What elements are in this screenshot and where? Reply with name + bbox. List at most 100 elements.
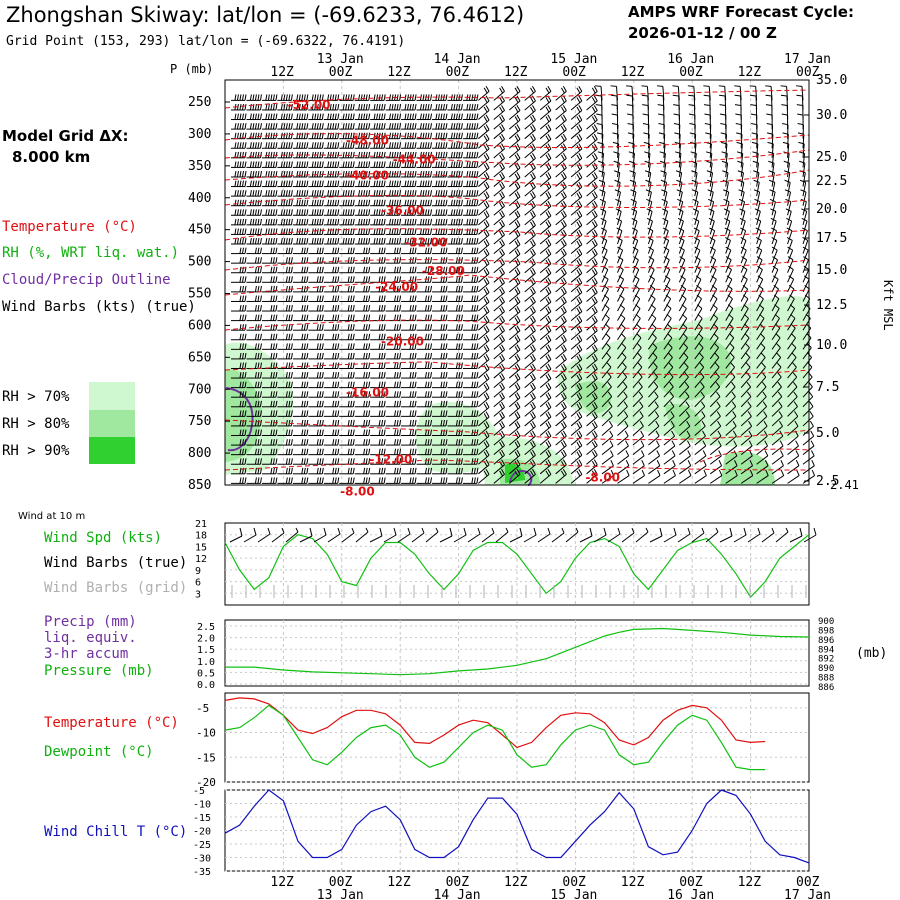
barb-flag xyxy=(547,248,552,255)
barb-flag xyxy=(311,209,314,216)
wind-barb xyxy=(735,113,742,130)
wind-barb xyxy=(339,113,355,121)
wind-barb xyxy=(231,305,247,312)
barb-flag xyxy=(516,191,521,197)
barb-flag xyxy=(560,288,565,295)
barb-flag xyxy=(545,240,550,247)
barb-flag xyxy=(430,276,433,283)
barb-staff xyxy=(771,240,778,254)
wind-barb xyxy=(478,105,490,120)
wind-barb xyxy=(462,180,479,188)
barb-flag xyxy=(241,142,244,149)
wind-barb xyxy=(756,256,763,273)
barb-flag xyxy=(667,333,673,339)
barb-flag xyxy=(259,295,262,302)
barb-flag xyxy=(303,209,306,216)
barb-flag xyxy=(311,170,314,178)
wind-barb xyxy=(610,85,618,101)
barb-staff xyxy=(694,230,700,245)
wind-barb xyxy=(737,160,744,178)
wind-barb xyxy=(292,285,309,293)
wind-barb xyxy=(524,296,536,312)
barb-flag xyxy=(254,285,257,292)
barb-flag xyxy=(360,151,363,158)
barb-flag xyxy=(647,237,654,241)
barb-flag xyxy=(252,180,255,187)
wind-barb xyxy=(416,142,433,149)
barb-flag xyxy=(363,151,366,158)
barb-flag xyxy=(576,307,581,314)
barb-flag xyxy=(399,142,402,149)
barb-flag xyxy=(450,199,453,206)
barb-flag xyxy=(298,132,301,139)
barb-flag xyxy=(414,151,417,158)
barb-flag xyxy=(458,238,461,245)
wind-barb xyxy=(767,141,774,158)
wind-barb xyxy=(586,210,598,226)
barb-flag xyxy=(578,133,583,140)
barb-flag xyxy=(270,295,273,302)
wind-barb xyxy=(524,287,536,302)
barb-flag xyxy=(267,123,270,130)
barb-flag xyxy=(458,151,461,158)
barb-flag xyxy=(783,160,790,164)
barb-flag xyxy=(720,122,727,126)
wind-barb xyxy=(370,285,386,293)
barb-flag xyxy=(516,133,521,140)
barb-flag xyxy=(455,314,458,321)
barb-flag xyxy=(593,354,598,360)
barb-flag xyxy=(241,314,244,321)
barb-flag xyxy=(576,97,581,103)
wind-barb xyxy=(478,229,490,245)
barb-flag xyxy=(249,123,252,130)
barb-flag xyxy=(275,218,278,225)
barb-flag xyxy=(597,141,604,145)
barb-flag xyxy=(376,113,379,120)
barb-flag xyxy=(453,94,456,101)
wind-barb xyxy=(614,179,621,197)
barb-flag xyxy=(412,180,415,187)
wind-barb xyxy=(431,285,448,293)
wind-barb xyxy=(246,199,262,207)
cloud-outline xyxy=(225,387,254,452)
barb-flag xyxy=(445,257,448,264)
wind-barb xyxy=(401,161,417,168)
barb-flag xyxy=(466,199,469,206)
barb-flag xyxy=(593,143,598,150)
barb-flag xyxy=(347,238,350,245)
wind-barb xyxy=(354,305,371,312)
wind-barb xyxy=(231,314,247,322)
barb-flag xyxy=(244,142,247,149)
barb-flag xyxy=(545,250,550,257)
barb-staff xyxy=(725,220,731,235)
wind-barb xyxy=(385,324,402,331)
barb-flag xyxy=(270,180,273,187)
wind-barb xyxy=(339,362,355,369)
wind-barb xyxy=(720,141,728,158)
wind-barb xyxy=(644,160,651,178)
wind-barb xyxy=(292,218,309,226)
barb-flag xyxy=(275,276,278,283)
barb-flag xyxy=(332,314,335,321)
barb-flag xyxy=(407,113,410,120)
wind-barb xyxy=(354,151,371,159)
wind-barb xyxy=(277,314,293,322)
wind-barb xyxy=(555,114,567,130)
wind-barb xyxy=(478,219,490,235)
wind-barb xyxy=(740,275,748,293)
barb-flag xyxy=(358,170,361,178)
barb-flag xyxy=(399,113,402,120)
barb-flag xyxy=(530,221,534,228)
barb-flag xyxy=(799,160,806,164)
barb-flag xyxy=(599,189,606,193)
barb-flag xyxy=(427,151,430,158)
wind-barb xyxy=(673,104,680,120)
barb-flag xyxy=(629,170,636,174)
barb-flag xyxy=(267,218,270,225)
barb-flag xyxy=(272,238,275,245)
barb-flag xyxy=(296,161,299,168)
barb-flag xyxy=(424,151,427,158)
barb-flag xyxy=(768,160,775,164)
barb-flag xyxy=(244,228,247,235)
barb-flag xyxy=(394,218,397,225)
